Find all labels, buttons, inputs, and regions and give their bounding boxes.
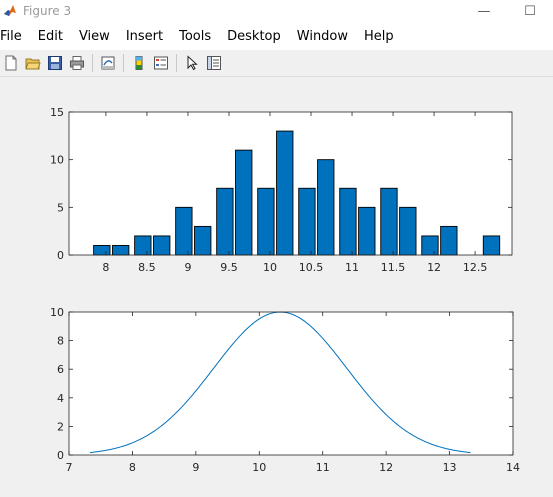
new-figure-icon[interactable]	[0, 52, 22, 74]
menu-view[interactable]: View	[78, 28, 110, 44]
window-title: Figure 3	[23, 4, 72, 18]
axes-frame	[68, 111, 513, 256]
figure-canvas: 8 8.5 9 9.5 10 10.5 11 11.5 12 12.5 0 5 10 15 7 8 9 10 11 1…	[0, 77, 553, 493]
menu-insert[interactable]: Insert	[125, 28, 164, 44]
property-inspector-icon[interactable]	[203, 52, 225, 74]
histogram-bar	[194, 225, 212, 256]
y-tick-label: 10	[50, 154, 64, 167]
y-tick-label: 6	[57, 363, 64, 376]
maximize-button[interactable]: ☐	[524, 3, 536, 19]
y-tick-label: 10	[50, 306, 64, 319]
histogram-bar	[298, 187, 316, 256]
histogram-bar	[482, 235, 501, 256]
histogram-axes: 8 8.5 9 9.5 10 10.5 11 11.5 12 12.5 0 5 10 15	[50, 106, 513, 274]
open-file-icon[interactable]	[22, 52, 44, 74]
histogram-bar	[380, 187, 398, 256]
y-tick-label: 5	[57, 201, 64, 214]
x-tick-label: 9	[184, 261, 191, 274]
title-bar: Figure 3 — ☐	[0, 0, 553, 22]
histogram-bar	[153, 235, 171, 256]
toolbar-separator	[123, 54, 124, 72]
menu-desktop[interactable]: Desktop	[227, 28, 281, 44]
toolbar-separator	[92, 54, 93, 72]
x-tick-label: 11.5	[381, 261, 406, 274]
x-tick-label: 7	[66, 461, 73, 474]
histogram-bar	[339, 187, 357, 256]
menu-file[interactable]: File	[0, 28, 22, 44]
x-tick-label: 11	[345, 261, 359, 274]
x-tick-label: 13	[443, 461, 457, 474]
histogram-bar	[175, 206, 193, 256]
histogram-bar	[112, 245, 130, 256]
histogram-bar	[257, 187, 275, 256]
x-tick-label: 9.5	[220, 261, 238, 274]
histogram-bar	[358, 206, 376, 256]
link-plot-icon[interactable]	[97, 52, 119, 74]
toolbar	[0, 50, 553, 77]
histogram-bar	[399, 206, 417, 256]
histogram-bar	[440, 225, 458, 256]
legend-icon[interactable]	[150, 52, 172, 74]
y-tick-label: 2	[57, 420, 64, 433]
x-tick-label: 8.5	[138, 261, 156, 274]
x-tick-label: 8	[102, 261, 109, 274]
x-tick-label: 11	[316, 461, 330, 474]
print-icon[interactable]	[66, 52, 88, 74]
x-tick-label: 10.5	[299, 261, 324, 274]
menu-bar: File Edit View Insert Tools Desktop Wind…	[0, 22, 553, 51]
toolbar-separator	[176, 54, 177, 72]
x-tick-label: 12.5	[463, 261, 488, 274]
gaussian-axes: 7 8 9 10 11 12 13 14 0 2 4 6 8 10	[50, 306, 520, 474]
histogram-bar	[276, 130, 294, 256]
colorbar-icon[interactable]	[128, 52, 150, 74]
minimize-button[interactable]: —	[477, 3, 491, 19]
y-tick-label: 0	[57, 249, 64, 262]
menu-edit[interactable]: Edit	[37, 28, 63, 44]
edit-plot-arrow-icon[interactable]	[181, 52, 203, 74]
histogram-bar	[134, 235, 152, 256]
x-tick-label: 10	[252, 461, 266, 474]
y-tick-label: 4	[57, 392, 64, 405]
histogram-bar	[317, 159, 335, 256]
histogram-bar	[93, 245, 111, 256]
y-tick-label: 0	[57, 449, 64, 462]
menu-window[interactable]: Window	[296, 28, 349, 44]
axes-background	[69, 312, 513, 455]
x-tick-label: 10	[263, 261, 277, 274]
x-tick-label: 12	[379, 461, 393, 474]
matlab-logo-icon	[4, 5, 16, 16]
x-tick-label: 14	[506, 461, 520, 474]
x-tick-label: 12	[427, 261, 441, 274]
y-tick-label: 15	[50, 106, 64, 119]
histogram-bar	[235, 149, 253, 256]
figure-plot-svg: 8 8.5 9 9.5 10 10.5 11 11.5 12 12.5 0 5 10 15 7 8 9 10 11 1…	[50, 106, 520, 474]
save-icon[interactable]	[44, 52, 66, 74]
histogram-bar	[421, 235, 439, 256]
window-controls: — ☐	[461, 0, 553, 22]
histogram-bar	[216, 187, 234, 256]
menu-tools[interactable]: Tools	[179, 28, 212, 44]
menu-help[interactable]: Help	[364, 28, 394, 44]
x-tick-label: 9	[192, 461, 199, 474]
y-tick-label: 8	[57, 335, 64, 348]
x-tick-label: 8	[129, 461, 136, 474]
axes-frame	[68, 311, 514, 456]
